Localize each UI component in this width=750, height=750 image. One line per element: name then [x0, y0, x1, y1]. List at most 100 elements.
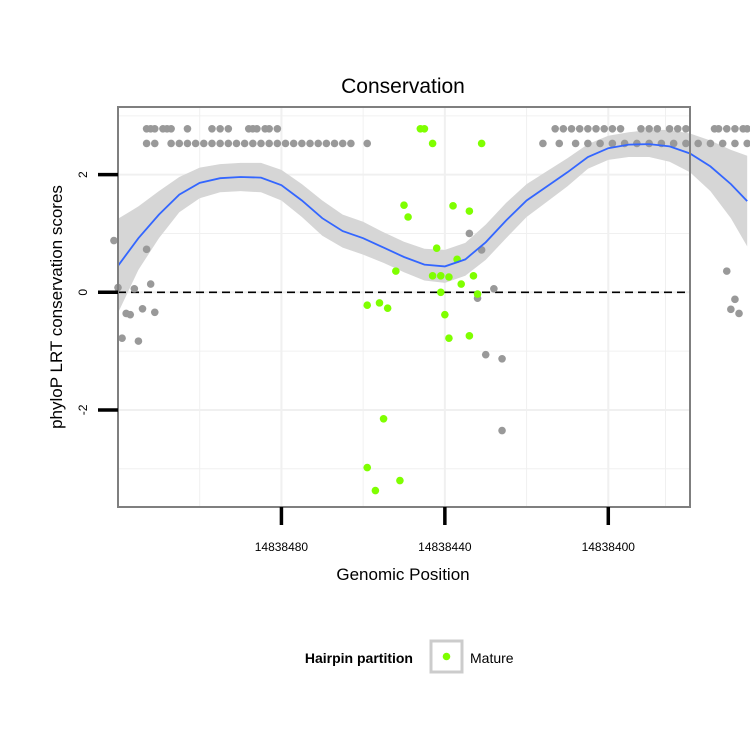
data-point	[633, 139, 641, 148]
data-point	[118, 334, 126, 342]
data-point	[150, 124, 159, 133]
data-point	[273, 124, 282, 133]
mature-data-point	[457, 280, 466, 288]
data-point	[608, 124, 617, 133]
data-point	[592, 124, 600, 133]
data-point	[249, 139, 257, 148]
data-point	[347, 139, 355, 148]
data-point	[167, 139, 175, 148]
data-point	[183, 139, 192, 148]
mature-data-point	[432, 244, 441, 252]
x-tick-label: 14838480	[255, 540, 309, 554]
chart-title: Conservation	[341, 75, 465, 98]
data-point	[200, 139, 208, 148]
data-point	[208, 124, 216, 133]
mature-data-point	[375, 299, 384, 307]
mature-data-point	[445, 273, 453, 281]
mature-data-point	[473, 290, 482, 298]
data-point	[539, 139, 547, 148]
data-point	[735, 309, 743, 318]
data-point	[559, 124, 568, 133]
y-tick-label: -2	[76, 404, 90, 415]
legend: Hairpin partition Mature	[305, 639, 514, 674]
data-point	[722, 267, 731, 275]
data-point	[665, 124, 674, 133]
data-point	[616, 124, 625, 133]
y-axis-ticks: 2 0 -2	[76, 171, 118, 415]
data-point	[694, 139, 702, 148]
mature-data-point	[469, 272, 478, 280]
mature-data-point	[449, 202, 457, 210]
data-point	[150, 308, 159, 317]
data-point	[224, 139, 233, 148]
legend-label-mature: Mature	[470, 650, 514, 666]
data-point	[265, 139, 273, 148]
data-point	[183, 124, 192, 133]
data-point	[682, 124, 690, 133]
data-point	[743, 124, 750, 133]
data-point	[240, 139, 249, 148]
mature-data-point	[404, 213, 412, 221]
data-point	[637, 124, 645, 133]
mature-data-point	[371, 486, 380, 495]
data-point	[224, 124, 233, 133]
data-point	[490, 284, 498, 293]
mature-data-point	[379, 414, 388, 423]
data-point	[653, 124, 662, 133]
data-point	[714, 124, 723, 133]
data-point	[134, 337, 143, 345]
data-point	[727, 305, 735, 314]
data-point	[571, 139, 580, 148]
data-point	[191, 139, 200, 148]
data-point	[146, 280, 155, 288]
data-point	[682, 139, 690, 148]
data-point	[645, 124, 653, 133]
data-point	[142, 139, 151, 148]
data-point	[567, 124, 576, 133]
data-point	[706, 139, 715, 148]
data-point	[338, 139, 347, 148]
grid-lines	[118, 107, 690, 507]
data-point	[314, 139, 323, 148]
data-point	[289, 139, 298, 148]
data-point	[232, 139, 241, 148]
data-point	[150, 139, 159, 148]
y-axis-title: phyloP LRT conservation scores	[47, 185, 66, 429]
mature-data-point	[436, 272, 445, 280]
data-point	[481, 350, 490, 359]
data-point	[743, 139, 750, 148]
mature-data-point	[445, 334, 453, 342]
mature-data-point	[383, 304, 392, 312]
mature-data-point	[436, 288, 445, 297]
data-point	[669, 139, 678, 148]
data-point	[551, 124, 559, 133]
data-point	[600, 124, 608, 133]
background-points	[110, 124, 750, 435]
data-point	[306, 139, 314, 148]
data-point	[281, 139, 290, 148]
data-point	[330, 139, 339, 148]
data-point	[298, 139, 306, 148]
mature-points	[363, 124, 486, 495]
mature-data-point	[420, 124, 429, 133]
data-point	[130, 284, 139, 293]
data-point	[265, 124, 273, 133]
data-point	[731, 124, 739, 133]
mature-data-point	[400, 201, 408, 210]
data-point	[208, 139, 216, 148]
data-point	[175, 139, 184, 148]
data-point	[718, 139, 727, 148]
mature-data-point	[465, 332, 474, 340]
data-point	[273, 139, 282, 148]
data-point	[673, 124, 682, 133]
mature-data-point	[396, 476, 404, 485]
data-point	[555, 139, 564, 148]
data-point	[722, 124, 731, 133]
legend-title: Hairpin partition	[305, 650, 413, 666]
data-point	[575, 124, 584, 133]
data-point	[731, 139, 739, 148]
data-point	[596, 139, 604, 148]
data-point	[498, 426, 506, 435]
mature-data-point	[477, 139, 486, 148]
